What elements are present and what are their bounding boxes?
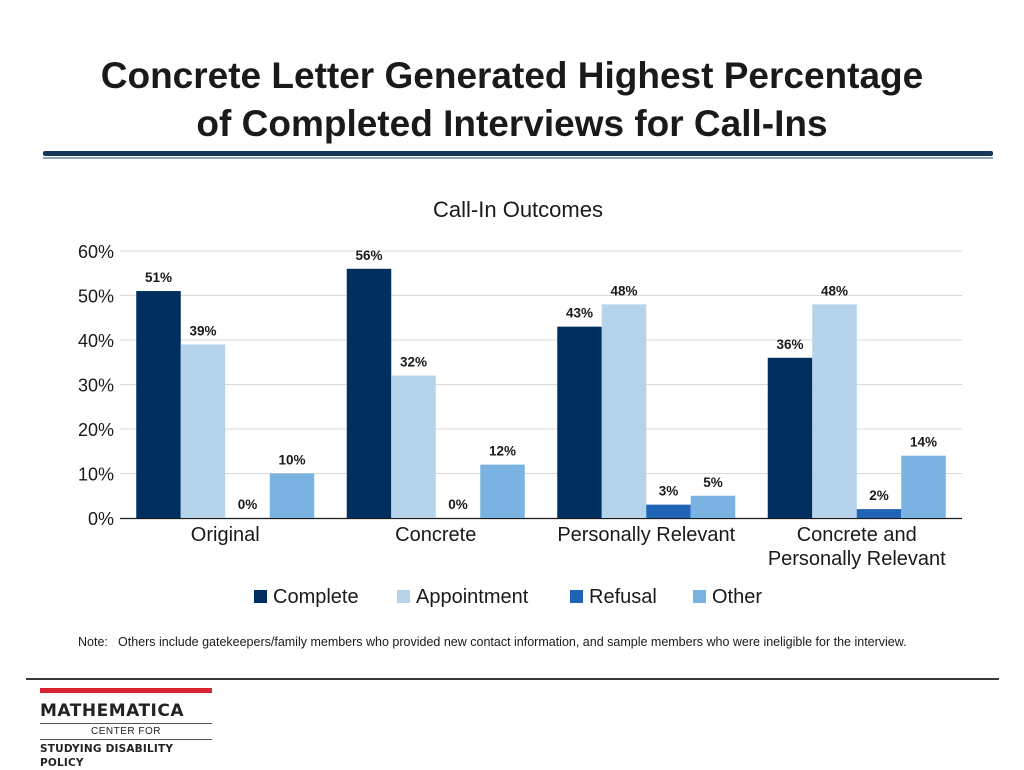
- bar-refusal: [856, 509, 902, 518]
- bar-refusal: [646, 504, 691, 518]
- x-axis-categories: Original Concrete Personally Relevant Concr…: [191, 524, 946, 570]
- bar-other: [690, 495, 736, 518]
- legend-label-refusal: Refusal: [589, 586, 657, 608]
- data-label: 32%: [400, 355, 427, 370]
- y-tick-label: 10%: [78, 465, 114, 485]
- legend: Complete Appointment Refusal Other: [254, 586, 762, 608]
- bar-appointment: [601, 304, 647, 518]
- legend-swatch-complete: [254, 590, 267, 603]
- logo-accent-bar: [40, 688, 212, 693]
- x-category-label: Original: [191, 524, 260, 546]
- data-label: 12%: [489, 444, 516, 459]
- x-category-label: Personally Relevant: [768, 548, 946, 570]
- y-axis-ticks: 0% 10% 20% 30% 40% 50% 60%: [78, 242, 114, 529]
- slide-title: Concrete Letter Generated Highest Percen…: [30, 52, 994, 148]
- legend-label-complete: Complete: [273, 586, 359, 608]
- data-label: 39%: [189, 323, 216, 338]
- slide-title-line-1: Concrete Letter Generated Highest Percen…: [100, 55, 924, 96]
- footnote: Note: Others include gatekeepers/family …: [78, 634, 968, 651]
- bar-complete: [557, 326, 602, 518]
- logo-center-for: CENTER FOR: [40, 723, 212, 740]
- bar-appointment: [180, 344, 226, 518]
- y-tick-label: 0%: [88, 509, 114, 529]
- data-label: 10%: [278, 453, 305, 468]
- bar-appointment: [391, 375, 436, 518]
- bar-other: [480, 464, 525, 518]
- y-tick-label: 30%: [78, 376, 114, 396]
- footnote-label: Note:: [78, 635, 108, 649]
- bar-complete: [136, 291, 181, 518]
- slide-title-line-2: of Completed Interviews for Call-Ins: [196, 103, 828, 144]
- legend-swatch-refusal: [570, 590, 583, 603]
- data-label: 3%: [659, 484, 679, 499]
- legend-swatch-appointment: [397, 590, 410, 603]
- call-in-outcomes-chart: Call-In Outcomes 51% 56% 43% 36% 39% 32% 48% 48…: [78, 197, 962, 608]
- x-category-label: Concrete and: [797, 524, 917, 546]
- logo-name: MATHEMATICA: [40, 701, 184, 721]
- title-divider-shadow: [43, 157, 993, 159]
- data-label: 43%: [566, 306, 593, 321]
- data-label: 0%: [238, 497, 258, 512]
- x-category-label: Personally Relevant: [557, 524, 735, 546]
- legend-swatch-other: [693, 590, 706, 603]
- y-tick-label: 60%: [78, 242, 114, 262]
- data-label: 14%: [910, 435, 937, 450]
- bar-other: [269, 473, 315, 518]
- y-tick-label: 20%: [78, 420, 114, 440]
- data-label: 36%: [776, 337, 803, 352]
- bar-other: [901, 455, 946, 518]
- legend-label-other: Other: [712, 586, 762, 608]
- legend-label-appointment: Appointment: [416, 586, 529, 608]
- chart-title: Call-In Outcomes: [433, 197, 603, 222]
- mathematica-logo: MATHEMATICA CENTER FOR STUDYING DISABILI…: [40, 688, 212, 770]
- logo-subtitle: STUDYING DISABILITY POLICY: [40, 743, 174, 769]
- bar-complete: [767, 357, 813, 518]
- bars: [136, 268, 946, 518]
- title-divider: [43, 151, 993, 156]
- data-label: 56%: [355, 248, 382, 263]
- data-labels: 51% 56% 43% 36% 39% 32% 48% 48% 0% 0% 3% 2% 10% 12% 5%…: [145, 248, 937, 512]
- data-label: 48%: [610, 283, 637, 298]
- data-label: 48%: [821, 283, 848, 298]
- data-label: 51%: [145, 270, 172, 285]
- footnote-text: Others include gatekeepers/family member…: [118, 635, 907, 649]
- y-tick-label: 40%: [78, 331, 114, 351]
- footer-divider: [26, 678, 999, 680]
- bar-appointment: [812, 304, 857, 518]
- data-label: 5%: [703, 475, 723, 490]
- data-label: 2%: [869, 488, 889, 503]
- data-label: 0%: [448, 497, 468, 512]
- bar-complete: [346, 268, 392, 518]
- x-category-label: Concrete: [395, 524, 476, 546]
- y-tick-label: 50%: [78, 287, 114, 307]
